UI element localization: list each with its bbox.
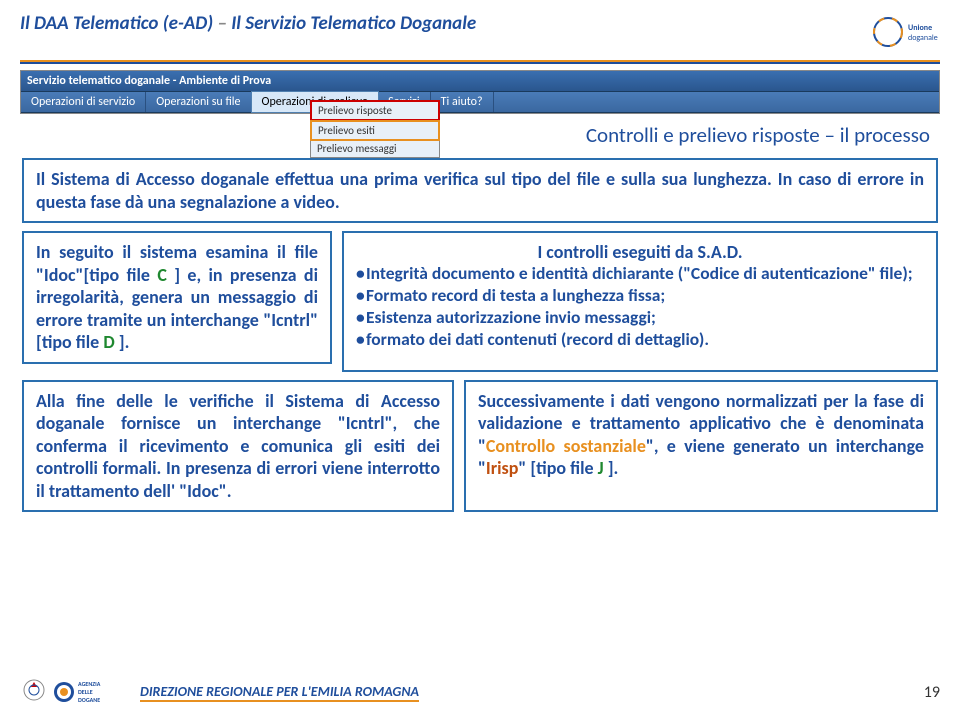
list-item: Esistenza autorizzazione invio messaggi; — [356, 307, 924, 329]
svg-text:doganale: doganale — [908, 33, 938, 43]
divider — [20, 60, 940, 64]
page-number: 19 — [924, 683, 940, 702]
right-bottom-text: Successivamente i dati vengono normalizz… — [478, 390, 924, 480]
screenshot-menubar: Operazioni di servizio Operazioni su fil… — [21, 92, 939, 113]
left-middle-text: In seguito il sistema esamina il file "I… — [36, 241, 318, 354]
title-part-1: Il DAA Telematico — [20, 12, 158, 35]
controls-list: Integrità documento e identità dichiaran… — [356, 263, 924, 351]
content-area: Il Sistema di Accesso doganale effettua … — [0, 158, 960, 520]
svg-text:DELLE: DELLE — [78, 688, 93, 696]
footer-direzione: DIREZIONE REGIONALE PER L'EMILIA ROMAGNA — [140, 683, 924, 702]
slide-title: Il DAA Telematico (e-AD) – Il Servizio T… — [20, 12, 476, 35]
screenshot-dropdown: Prelievo risposte Prelievo esiti Preliev… — [310, 100, 440, 158]
svg-text:DOGANE: DOGANE — [78, 696, 100, 704]
box-left-middle: In seguito il sistema esamina il file "I… — [22, 231, 332, 364]
title-sep: – — [217, 12, 231, 35]
box-left-bottom: Alla fine delle le verifiche il Sistema … — [22, 380, 454, 513]
menu-tab[interactable]: Operazioni su file — [146, 92, 251, 112]
title-bar: Il DAA Telematico (e-AD) – Il Servizio T… — [0, 0, 960, 60]
dropdown-item[interactable]: Prelievo messaggi — [311, 140, 439, 157]
box-right-middle: I controlli eseguiti da S.A.D. Integrità… — [342, 231, 938, 372]
title-part-3: Il Servizio Telematico Doganale — [231, 12, 476, 35]
svg-text:AGENZIA: AGENZIA — [78, 680, 101, 688]
screenshot-window-title: Servizio telematico doganale - Ambiente … — [21, 71, 939, 92]
box-intro: Il Sistema di Accesso doganale effettua … — [22, 158, 938, 223]
agenzia-dogane-logo-icon: AGENZIADELLEDOGANE — [52, 670, 112, 714]
unione-doganale-logo: Unionedoganale — [870, 12, 940, 52]
menu-tab[interactable]: Operazioni di servizio — [21, 92, 146, 112]
dropdown-item-highlighted[interactable]: Prelievo risposte — [310, 100, 440, 121]
inner-screenshot: Servizio telematico doganale - Ambiente … — [20, 70, 940, 114]
list-item: formato dei dati contenuti (record di de… — [356, 329, 924, 351]
controls-title: I controlli eseguiti da S.A.D. — [356, 241, 924, 263]
row-middle: In seguito il sistema esamina il file "I… — [22, 231, 938, 372]
box-right-bottom: Successivamente i dati vengono normalizz… — [464, 380, 938, 513]
list-item: Integrità documento e identità dichiaran… — [356, 263, 924, 285]
menu-tab[interactable]: Ti aiuto? — [431, 92, 494, 112]
list-item: Formato record di testa a lunghezza fiss… — [356, 285, 924, 307]
left-bottom-text: Alla fine delle le verifiche il Sistema … — [36, 390, 440, 503]
row-bottom: Alla fine delle le verifiche il Sistema … — [22, 380, 938, 521]
footer: AGENZIADELLEDOGANE DIREZIONE REGIONALE P… — [0, 668, 960, 716]
title-part-2: (e-AD) — [163, 12, 213, 35]
slide: Il DAA Telematico (e-AD) – Il Servizio T… — [0, 0, 960, 724]
intro-text: Il Sistema di Accesso doganale effettua … — [36, 168, 924, 213]
subtitle: Controlli e prelievo risposte – il proce… — [0, 118, 960, 158]
italy-emblem-icon — [20, 676, 48, 708]
logo-text: Unione — [908, 23, 932, 33]
footer-logos: AGENZIADELLEDOGANE — [20, 668, 120, 716]
dropdown-item-highlighted[interactable]: Prelievo esiti — [310, 120, 440, 141]
